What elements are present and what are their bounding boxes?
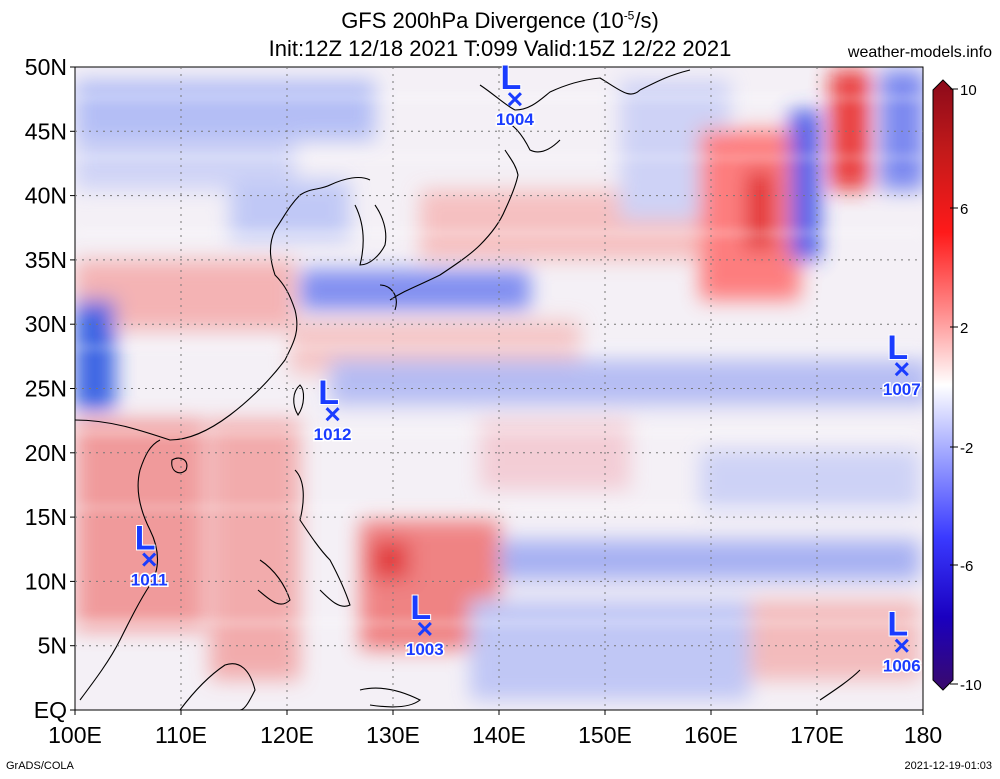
lat-label: 25N <box>25 376 67 402</box>
longitude-labels: 100E 110E 120E 130E 140E 150E 160E 170E 180 <box>48 710 942 748</box>
lon-label: 100E <box>48 722 102 748</box>
lat-label: 15N <box>25 504 67 530</box>
low-center-icon <box>325 407 340 422</box>
lat-label: EQ <box>34 697 67 723</box>
low-pressure-value: 1007 <box>883 380 921 399</box>
colorbar-label: 2 <box>960 320 968 337</box>
lon-label: 170E <box>790 722 844 748</box>
lon-label: 130E <box>366 722 420 748</box>
site-credit: weather-models.info <box>847 44 992 61</box>
low-pressure-value: 1006 <box>883 657 921 676</box>
latitude-labels: 50N 45N 40N 35N 30N 25N 20N 15N 10N 5N EQ <box>25 54 75 723</box>
graticule <box>75 67 923 710</box>
lon-label: 140E <box>472 722 526 748</box>
low-symbol: L <box>887 606 908 644</box>
colorbar: 10 6 2 -2 -6 -10 <box>932 79 982 694</box>
colorbar-label: -6 <box>960 558 973 575</box>
colorbar-label: 6 <box>960 201 968 218</box>
low-center-icon <box>142 552 157 567</box>
lat-label: 40N <box>25 183 67 209</box>
low-symbol: L <box>887 329 908 367</box>
lon-label: 180 <box>904 722 942 748</box>
lon-label: 120E <box>260 722 314 748</box>
low-symbol: L <box>135 520 156 558</box>
lon-label: 110E <box>155 722 207 748</box>
low-pressure-value: 1004 <box>496 110 534 129</box>
coastlines <box>75 69 861 710</box>
low-symbol: L <box>410 589 431 627</box>
divergence-field <box>75 67 923 710</box>
lat-label: 20N <box>25 440 67 466</box>
lat-label: 10N <box>25 568 67 594</box>
grads-credit: GrADS/COLA <box>6 760 74 772</box>
low-pressure-value: 1012 <box>314 425 352 444</box>
low-pressure-marker: L 1007 <box>881 328 922 401</box>
low-pressure-markers: L 1004 L 1012 L 1007 L 1011 L 1003 L 1006 <box>129 58 922 678</box>
low-symbol: L <box>318 374 339 412</box>
lon-label: 150E <box>578 722 632 748</box>
low-center-icon <box>894 362 909 377</box>
colorbar-label: 10 <box>960 82 977 99</box>
lat-label: 45N <box>25 118 67 144</box>
colorbar-label: -2 <box>960 440 973 457</box>
low-center-icon <box>894 638 909 653</box>
low-pressure-marker: L 1006 <box>881 605 922 678</box>
map-title: GFS 200hPa Divergence (10-5/s) <box>341 8 659 33</box>
low-pressure-marker: L 1012 <box>312 373 353 446</box>
low-pressure-value: 1011 <box>131 571 168 590</box>
render-timestamp: 2021-12-19-01:03 <box>904 760 992 772</box>
lat-label: 5N <box>38 633 67 659</box>
lat-label: 35N <box>25 247 67 273</box>
low-symbol: L <box>501 59 522 97</box>
lat-label: 30N <box>25 311 67 337</box>
low-center-icon <box>507 92 522 107</box>
map-subtitle: Init:12Z 12/18 2021 T:099 Valid:15Z 12/2… <box>268 36 732 61</box>
low-pressure-marker: L 1003 <box>404 588 445 661</box>
low-pressure-marker: L 1004 <box>494 58 535 130</box>
colorbar-label: -10 <box>960 677 982 694</box>
low-pressure-marker: L 1011 <box>129 519 169 592</box>
lat-label: 50N <box>25 54 67 80</box>
lon-label: 160E <box>684 722 738 748</box>
low-center-icon <box>417 621 432 637</box>
low-pressure-value: 1003 <box>406 640 444 659</box>
